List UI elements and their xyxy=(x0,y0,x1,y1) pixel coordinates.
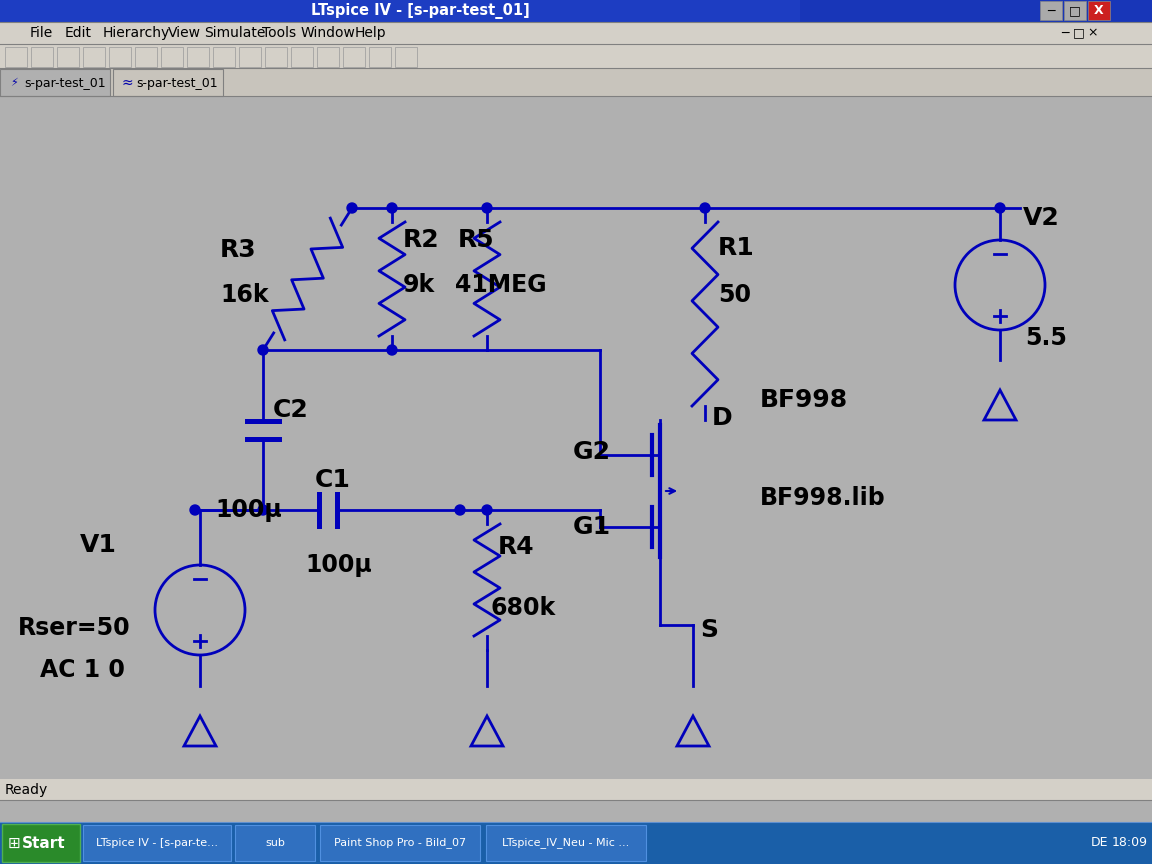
Bar xyxy=(0,779,1152,800)
Bar xyxy=(369,47,391,67)
Text: 18:09: 18:09 xyxy=(1112,836,1149,849)
Circle shape xyxy=(190,505,200,515)
Text: BF998.lib: BF998.lib xyxy=(760,486,886,510)
Circle shape xyxy=(995,203,1005,213)
Text: □: □ xyxy=(1069,4,1081,17)
Text: Hierarchy: Hierarchy xyxy=(103,26,170,40)
Circle shape xyxy=(482,505,492,515)
Circle shape xyxy=(482,203,492,213)
Bar xyxy=(1064,1,1086,20)
Bar xyxy=(187,47,209,67)
Bar xyxy=(113,69,223,96)
Text: ×: × xyxy=(1087,27,1098,40)
Text: D: D xyxy=(712,406,733,430)
Text: R2: R2 xyxy=(403,228,440,252)
Circle shape xyxy=(258,345,268,355)
Text: S: S xyxy=(700,618,718,642)
Text: BF998: BF998 xyxy=(760,388,848,412)
Text: 100μ: 100μ xyxy=(215,498,282,522)
Text: ─: ─ xyxy=(1047,4,1055,17)
Circle shape xyxy=(455,505,465,515)
Text: V2: V2 xyxy=(1023,206,1060,230)
Bar xyxy=(1087,1,1111,20)
Text: □: □ xyxy=(1074,27,1085,40)
Circle shape xyxy=(258,505,268,515)
Bar xyxy=(5,47,26,67)
Text: ≈: ≈ xyxy=(122,76,134,90)
Bar xyxy=(486,825,646,861)
Bar xyxy=(83,825,232,861)
Text: LTspice_IV_Neu - Mic ...: LTspice_IV_Neu - Mic ... xyxy=(502,837,630,848)
Bar xyxy=(395,47,417,67)
Text: Help: Help xyxy=(355,26,387,40)
Text: R1: R1 xyxy=(718,236,755,260)
Text: 41MEG: 41MEG xyxy=(455,273,547,297)
Text: Window: Window xyxy=(301,26,356,40)
Text: LTspice IV - [s-par-te...: LTspice IV - [s-par-te... xyxy=(96,838,218,848)
Text: 100μ: 100μ xyxy=(305,553,372,577)
Text: ⊞: ⊞ xyxy=(8,835,21,850)
Bar xyxy=(320,825,480,861)
Text: ⚡: ⚡ xyxy=(10,78,17,88)
Circle shape xyxy=(387,345,397,355)
Bar xyxy=(0,22,1152,44)
Circle shape xyxy=(387,203,397,213)
Bar xyxy=(161,47,183,67)
Bar xyxy=(0,69,109,96)
Text: Paint Shop Pro - Bild_07: Paint Shop Pro - Bild_07 xyxy=(334,837,467,848)
Text: sub: sub xyxy=(265,838,285,848)
Text: Start: Start xyxy=(22,835,66,850)
Text: V1: V1 xyxy=(79,533,116,557)
Text: s-par-test_01: s-par-test_01 xyxy=(24,77,106,90)
Bar xyxy=(0,95,1152,775)
Bar xyxy=(0,822,1152,864)
Text: 50: 50 xyxy=(718,283,751,307)
Text: File: File xyxy=(30,26,53,40)
Text: AC 1 0: AC 1 0 xyxy=(40,658,124,682)
Text: 16k: 16k xyxy=(220,283,268,307)
Text: Tools: Tools xyxy=(262,26,296,40)
Bar xyxy=(213,47,235,67)
Text: C2: C2 xyxy=(273,398,309,422)
Text: s-par-test_01: s-par-test_01 xyxy=(136,77,218,90)
Bar xyxy=(317,47,339,67)
Text: ─: ─ xyxy=(1061,27,1069,40)
Bar xyxy=(343,47,365,67)
Text: View: View xyxy=(168,26,200,40)
Bar xyxy=(1040,1,1062,20)
Text: Ready: Ready xyxy=(5,783,48,797)
Text: Rser=50: Rser=50 xyxy=(18,616,130,640)
Bar xyxy=(238,47,262,67)
Text: 5.5: 5.5 xyxy=(1025,326,1067,350)
Bar xyxy=(265,47,287,67)
Bar xyxy=(0,44,1152,68)
Bar xyxy=(31,47,53,67)
Text: R5: R5 xyxy=(458,228,494,252)
Circle shape xyxy=(700,203,710,213)
Bar xyxy=(0,0,1152,22)
Text: Simulate: Simulate xyxy=(204,26,265,40)
Bar xyxy=(109,47,131,67)
Text: Edit: Edit xyxy=(65,26,92,40)
Bar xyxy=(291,47,313,67)
Bar xyxy=(56,47,79,67)
Text: G1: G1 xyxy=(573,515,611,539)
Text: X: X xyxy=(1094,4,1104,17)
Bar xyxy=(235,825,314,861)
Bar xyxy=(83,47,105,67)
Circle shape xyxy=(347,203,357,213)
Text: LTspice IV - [s-par-test_01]: LTspice IV - [s-par-test_01] xyxy=(311,3,530,19)
Text: R4: R4 xyxy=(498,535,535,559)
Bar xyxy=(0,68,1152,96)
Bar xyxy=(135,47,157,67)
Text: 9k: 9k xyxy=(403,273,435,297)
Text: R3: R3 xyxy=(220,238,257,262)
Text: C1: C1 xyxy=(314,468,351,492)
Text: G2: G2 xyxy=(573,440,611,464)
Bar xyxy=(2,824,79,862)
Text: DE: DE xyxy=(1091,836,1108,849)
Bar xyxy=(0,0,799,22)
Text: 680k: 680k xyxy=(490,596,555,620)
